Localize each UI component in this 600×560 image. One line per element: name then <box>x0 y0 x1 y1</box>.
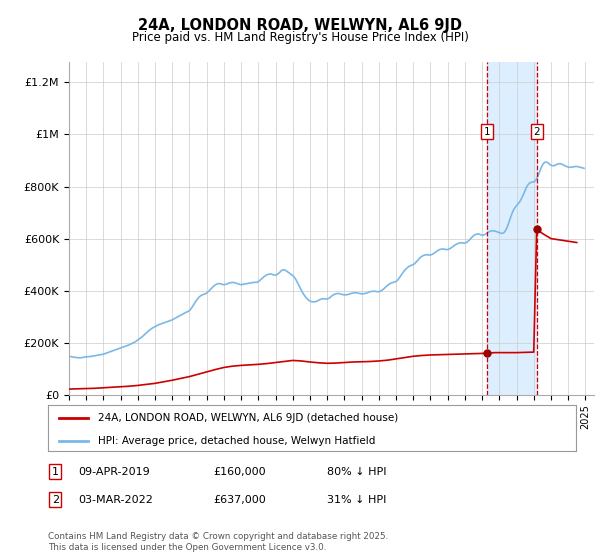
Text: Contains HM Land Registry data © Crown copyright and database right 2025.
This d: Contains HM Land Registry data © Crown c… <box>48 532 388 552</box>
Text: Price paid vs. HM Land Registry's House Price Index (HPI): Price paid vs. HM Land Registry's House … <box>131 31 469 44</box>
Text: 31% ↓ HPI: 31% ↓ HPI <box>327 494 386 505</box>
Text: 80% ↓ HPI: 80% ↓ HPI <box>327 466 386 477</box>
Text: HPI: Average price, detached house, Welwyn Hatfield: HPI: Average price, detached house, Welw… <box>98 436 376 446</box>
Text: 1: 1 <box>52 466 59 477</box>
Text: £160,000: £160,000 <box>213 466 266 477</box>
Bar <box>487 62 536 395</box>
Text: 09-APR-2019: 09-APR-2019 <box>78 466 150 477</box>
Text: 2: 2 <box>533 127 540 137</box>
Text: 2: 2 <box>52 494 59 505</box>
Text: 24A, LONDON ROAD, WELWYN, AL6 9JD: 24A, LONDON ROAD, WELWYN, AL6 9JD <box>138 18 462 33</box>
Text: 1: 1 <box>484 127 490 137</box>
Text: 24A, LONDON ROAD, WELWYN, AL6 9JD (detached house): 24A, LONDON ROAD, WELWYN, AL6 9JD (detac… <box>98 413 398 423</box>
Text: £637,000: £637,000 <box>213 494 266 505</box>
Text: 03-MAR-2022: 03-MAR-2022 <box>78 494 153 505</box>
